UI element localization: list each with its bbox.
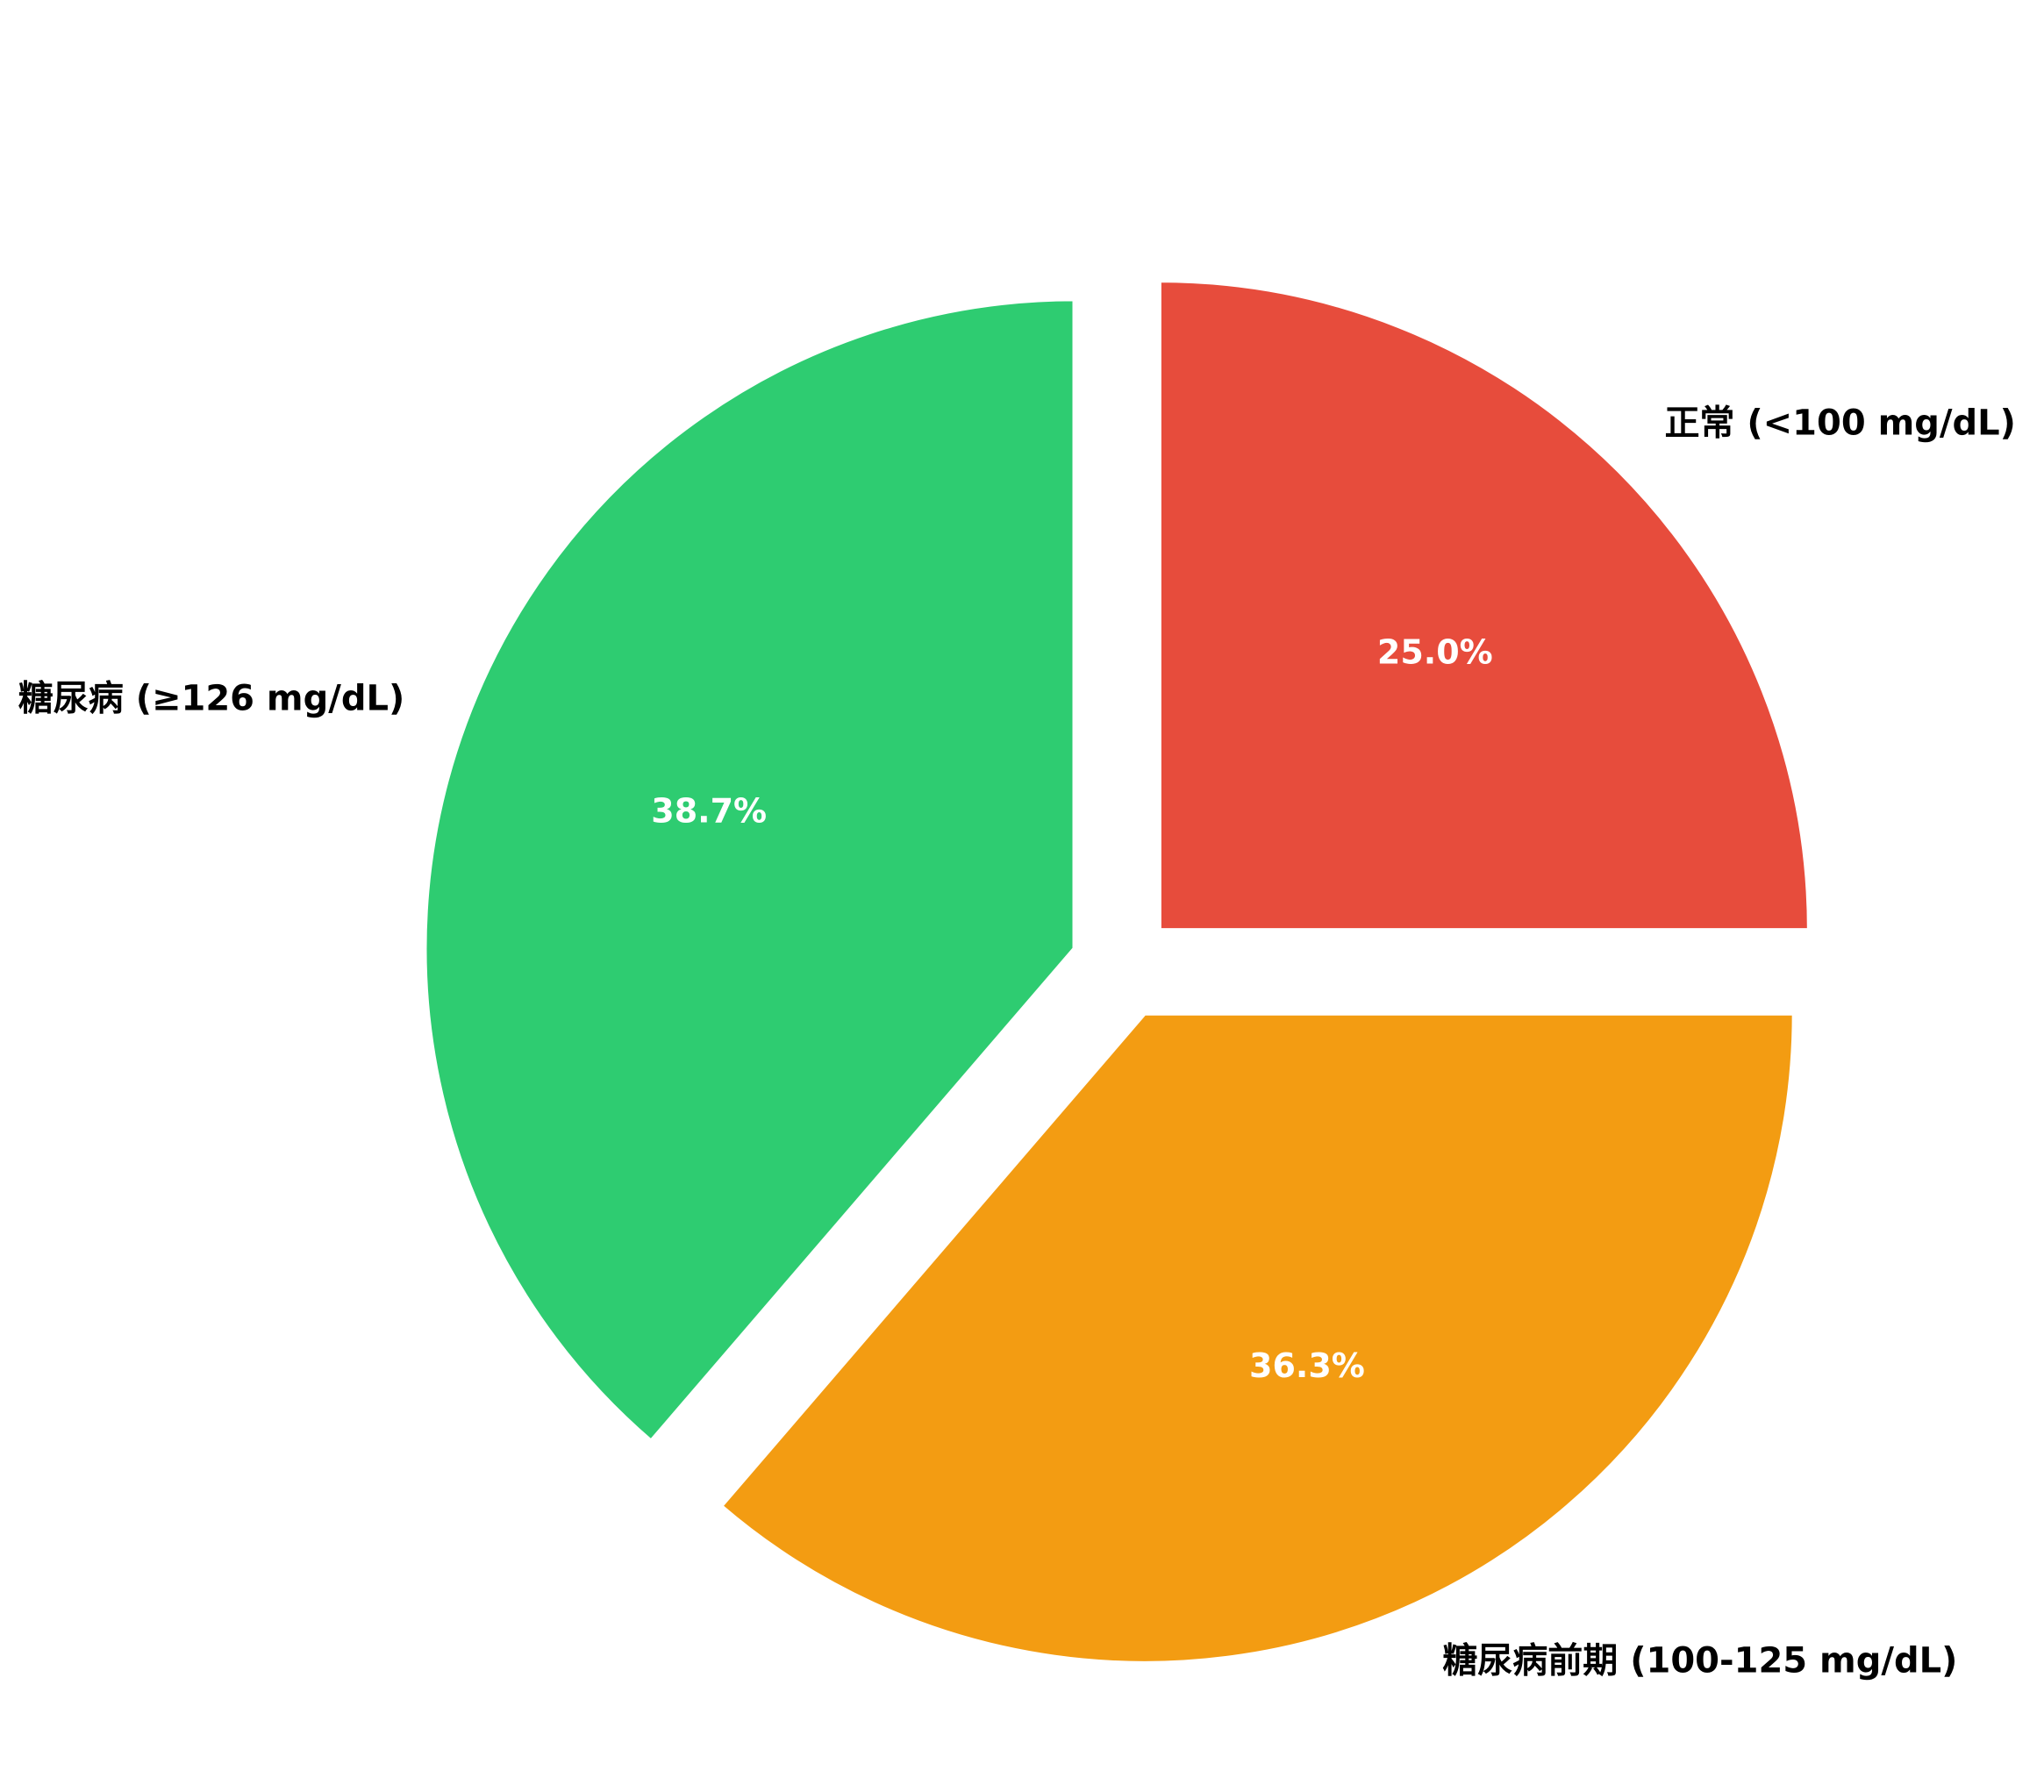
slice-label-1: 糖尿病前期 (100-125 mg/dL) — [1442, 1641, 1957, 1681]
slice-label-2: 糖尿病 (≥126 mg/dL) — [18, 678, 404, 718]
pie-slice-2 — [423, 297, 1076, 1444]
slice-percent-0: 25.0% — [1377, 633, 1493, 672]
pie-labels: 正常 (<100 mg/dL) 25.0% 糖尿病前期 (100-125 mg/dL… — [18, 403, 2016, 1681]
pie-slice-0 — [1157, 279, 1811, 932]
pie-slice-1 — [718, 1011, 1796, 1665]
slice-percent-1: 36.3% — [1249, 1346, 1365, 1385]
slice-label-0: 正常 (<100 mg/dL) — [1664, 403, 2015, 444]
pie-slices — [423, 279, 1811, 1665]
slice-percent-2: 38.7% — [651, 792, 767, 831]
